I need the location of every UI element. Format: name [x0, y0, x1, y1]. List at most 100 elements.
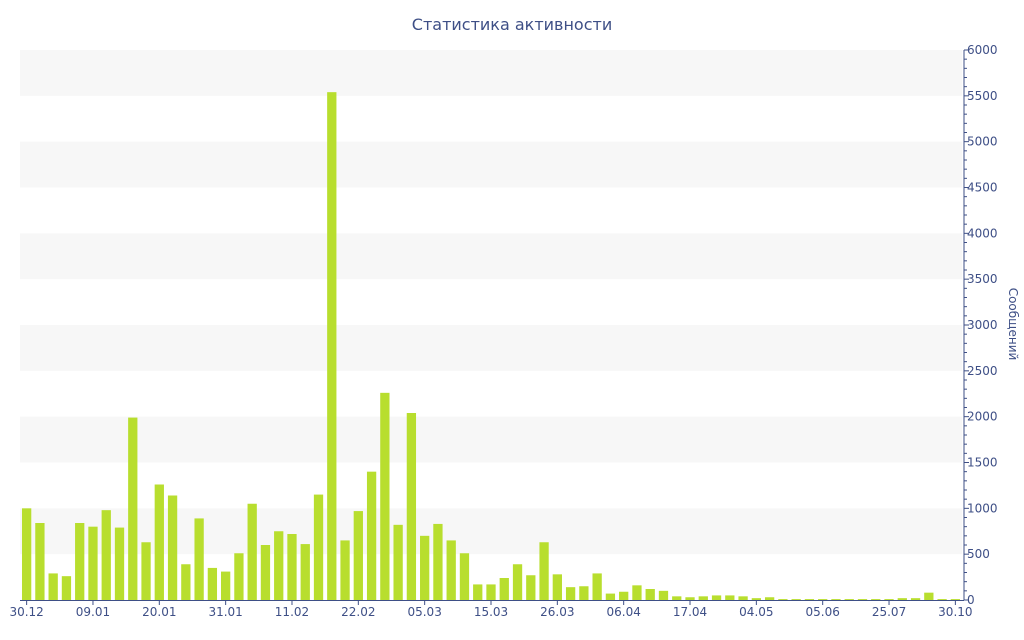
bar[interactable]	[738, 596, 748, 600]
bar[interactable]	[526, 575, 536, 600]
bar[interactable]	[725, 595, 735, 600]
y-tick-label: 5000	[967, 135, 998, 149]
y-tick-label: 1500	[967, 456, 998, 470]
bar[interactable]	[711, 595, 722, 600]
y-tick-label: 1000	[967, 501, 998, 515]
x-tick-label: 15.03	[474, 605, 508, 619]
x-tick-label: 04.05	[739, 605, 773, 619]
x-axis: 30.12 09.01 20.01 31.01 11.02 22.02 05.03 15.03…	[9, 600, 973, 619]
bar[interactable]	[287, 534, 297, 600]
bar[interactable]	[473, 584, 483, 600]
bar[interactable]	[313, 494, 324, 600]
bar[interactable]	[101, 510, 111, 600]
bar[interactable]	[831, 599, 841, 600]
bar[interactable]	[910, 598, 921, 600]
x-tick-label: 05.06	[806, 605, 840, 619]
bar[interactable]	[818, 599, 828, 600]
grid-band	[20, 50, 962, 96]
bar[interactable]	[459, 553, 470, 600]
bar[interactable]	[61, 576, 72, 600]
bar[interactable]	[75, 523, 85, 600]
bar[interactable]	[884, 599, 894, 600]
y-tick-label: 5500	[967, 89, 998, 103]
bar[interactable]	[579, 586, 589, 600]
x-tick-label: 26.03	[540, 605, 574, 619]
bars	[21, 92, 961, 601]
y-tick-label: 2000	[967, 410, 998, 424]
bar[interactable]	[128, 417, 138, 600]
bar[interactable]	[420, 535, 430, 600]
bar[interactable]	[380, 392, 390, 600]
bar[interactable]	[340, 540, 350, 600]
bar[interactable]	[486, 584, 496, 600]
bar[interactable]	[300, 544, 310, 600]
bar[interactable]	[141, 542, 151, 600]
bar[interactable]	[804, 599, 815, 600]
bar[interactable]	[764, 597, 775, 600]
x-tick-label: 20.01	[142, 605, 176, 619]
bar[interactable]	[645, 589, 655, 600]
bar[interactable]	[552, 574, 562, 600]
bar[interactable]	[274, 531, 284, 600]
bar[interactable]	[950, 599, 961, 600]
bar[interactable]	[844, 599, 854, 600]
bar[interactable]	[937, 599, 947, 600]
bar[interactable]	[512, 564, 523, 600]
bar[interactable]	[406, 413, 417, 600]
bar[interactable]	[114, 527, 125, 600]
bar[interactable]	[167, 495, 178, 601]
y-tick-label: 6000	[967, 43, 998, 57]
bar[interactable]	[221, 571, 231, 600]
chart-title: Статистика активности	[411, 15, 613, 34]
bar[interactable]	[48, 573, 58, 600]
bar[interactable]	[260, 545, 271, 600]
bar[interactable]	[194, 518, 204, 600]
x-tick-label: 05.03	[407, 605, 441, 619]
bar[interactable]	[619, 591, 629, 600]
bar[interactable]	[207, 567, 218, 600]
bar[interactable]	[327, 92, 337, 601]
bar[interactable]	[35, 523, 45, 600]
bar[interactable]	[751, 598, 761, 600]
y-tick-label: 3500	[967, 272, 998, 286]
grid-band	[20, 141, 962, 188]
bar[interactable]	[499, 578, 509, 600]
bar[interactable]	[632, 585, 642, 600]
bar[interactable]	[154, 484, 164, 601]
bar[interactable]	[857, 599, 868, 600]
bar[interactable]	[565, 587, 576, 600]
bar[interactable]	[672, 596, 682, 600]
bar[interactable]	[446, 540, 456, 600]
bar[interactable]	[698, 596, 708, 600]
bar[interactable]	[234, 553, 244, 600]
bar[interactable]	[778, 599, 788, 600]
y-tick-label: 2500	[967, 364, 998, 378]
x-tick-label: 31.01	[208, 605, 242, 619]
bar[interactable]	[791, 599, 801, 600]
x-tick-label: 11.02	[275, 605, 309, 619]
y-tick-label: 4000	[967, 226, 998, 240]
bar[interactable]	[592, 573, 602, 600]
bar[interactable]	[393, 524, 403, 600]
bar[interactable]	[897, 598, 907, 600]
y-tick-label: 3000	[967, 318, 998, 332]
bar[interactable]	[21, 508, 32, 600]
bar[interactable]	[924, 592, 934, 600]
bar[interactable]	[539, 542, 549, 600]
bar[interactable]	[433, 523, 443, 600]
x-tick-label: 22.02	[341, 605, 375, 619]
bar[interactable]	[181, 564, 191, 600]
bar[interactable]	[366, 471, 377, 600]
y-axis: 0 500 1000 1500 2000 2500 3000 3500 4000 4500 5000…	[963, 43, 998, 607]
bar[interactable]	[658, 590, 669, 600]
x-tick-label: 30.10	[938, 605, 972, 619]
bar[interactable]	[353, 511, 363, 600]
bar[interactable]	[605, 593, 616, 600]
bar[interactable]	[871, 599, 881, 600]
bar[interactable]	[685, 597, 695, 600]
y-tick-label: 0	[967, 593, 975, 607]
bar[interactable]	[247, 503, 257, 600]
bar[interactable]	[88, 526, 98, 600]
background-bands	[20, 50, 962, 555]
